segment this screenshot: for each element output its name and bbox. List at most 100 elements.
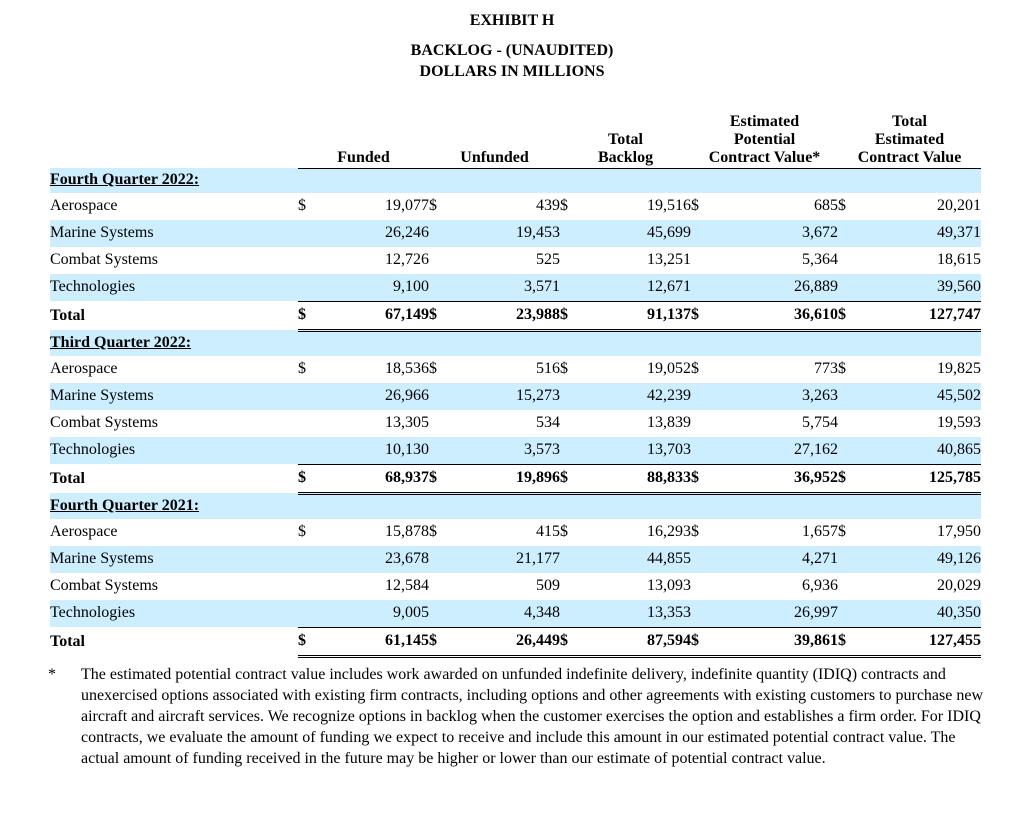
cell-total-estimated: 20,029 [937, 577, 982, 594]
currency-symbol: $ [560, 463, 591, 495]
row-label: Marine Systems [50, 219, 298, 247]
currency-symbol [838, 410, 868, 437]
currency-symbol [560, 247, 590, 274]
cell-unfunded: 19,896 [459, 463, 561, 495]
cell-funded: 12,584 [385, 577, 429, 594]
currency-symbol: $ [429, 360, 437, 377]
row-label: Combat Systems [50, 251, 159, 268]
header-blank [50, 111, 298, 168]
currency-symbol: $ [838, 197, 847, 214]
section-header-filler [298, 168, 982, 193]
backlog-table-body: Fourth Quarter 2022: Aerospace $19,077 $439… [50, 168, 982, 658]
exhibit-label: EXHIBIT H [469, 12, 555, 29]
row-label: Technologies [50, 436, 298, 464]
currency-symbol [429, 573, 459, 600]
section-header-row: Fourth Quarter 2022: [50, 168, 982, 193]
currency-symbol: $ [298, 300, 328, 332]
currency-symbol [560, 273, 591, 301]
cell-unfunded: 415 [536, 523, 561, 540]
cell-funded: 19,077 [385, 197, 429, 214]
cell-total-backlog: 42,239 [590, 382, 692, 410]
cell-funded: 26,966 [328, 382, 429, 410]
cell-funded: 67,149 [328, 300, 429, 332]
total-row: Total $61,145 $26,449 $87,594 $39,861 $127,45… [50, 626, 982, 658]
row-label: Marine Systems [50, 382, 298, 410]
col-header-total-estimated: Total Estimated Contract Value [838, 111, 982, 169]
cell-total-estimated: 40,350 [868, 599, 982, 627]
currency-symbol: $ [429, 300, 459, 332]
section-title: Fourth Quarter 2022: [50, 168, 298, 193]
cell-unfunded: 21,177 [459, 545, 561, 573]
cell-unfunded: 15,273 [459, 382, 561, 410]
currency-symbol [298, 247, 328, 274]
col-header-funded: Funded [298, 111, 429, 169]
currency-symbol [298, 599, 328, 627]
cell-total-estimated: 127,747 [868, 300, 982, 332]
currency-symbol [429, 382, 459, 410]
currency-symbol [691, 410, 721, 437]
cell-unfunded: 4,348 [459, 599, 561, 627]
currency-symbol: $ [691, 360, 700, 377]
cell-funded: 9,005 [328, 599, 429, 627]
col-header-estimated-potential: Estimated Potential Contract Value* [691, 111, 839, 169]
currency-symbol: $ [298, 463, 328, 495]
cell-unfunded: 534 [536, 414, 561, 431]
cell-total-estimated: 49,371 [868, 219, 982, 247]
cell-total-estimated: 127,455 [868, 626, 982, 658]
backlog-table: Funded Unfunded Total Backlog Estimated Po… [50, 111, 982, 658]
cell-estimated-potential: 5,364 [802, 251, 839, 268]
currency-symbol [560, 382, 591, 410]
cell-estimated-potential: 1,657 [802, 523, 839, 540]
cell-total-backlog: 19,516 [647, 197, 692, 214]
currency-symbol: $ [691, 626, 722, 658]
document-title: BACKLOG - (UNAUDITED) [410, 42, 614, 59]
cell-estimated-potential: 5,754 [802, 414, 839, 431]
currency-symbol [691, 545, 722, 573]
cell-total-backlog: 13,839 [647, 414, 692, 431]
currency-symbol: $ [429, 523, 437, 540]
currency-symbol [298, 573, 328, 600]
currency-symbol: $ [560, 300, 591, 332]
cell-unfunded: 26,449 [459, 626, 561, 658]
cell-estimated-potential: 36,952 [721, 463, 839, 495]
cell-estimated-potential: 27,162 [721, 436, 839, 464]
cell-funded: 15,878 [385, 523, 429, 540]
currency-symbol [691, 247, 721, 274]
cell-funded: 12,726 [385, 251, 429, 268]
cell-total-backlog: 13,703 [590, 436, 692, 464]
cell-estimated-potential: 26,889 [721, 273, 839, 301]
section-header-row: Third Quarter 2022: [50, 330, 982, 356]
currency-symbol: $ [691, 300, 722, 332]
cell-total-backlog: 87,594 [590, 626, 692, 658]
currency-symbol [560, 573, 590, 600]
table-row: Aerospace $19,077 $439 $19,516 $685 $20,201 [50, 193, 981, 220]
table-row: Combat Systems 13,305 534 13,839 5,754 19,593 [50, 410, 981, 437]
currency-symbol: $ [838, 626, 869, 658]
total-row: Total $67,149 $23,988 $91,137 $36,610 $127,74… [50, 300, 982, 332]
currency-symbol [838, 599, 869, 627]
currency-symbol [691, 273, 722, 301]
currency-symbol [560, 436, 591, 464]
row-label: Technologies [50, 273, 298, 301]
cell-unfunded: 439 [536, 197, 561, 214]
footnote-marker: * [48, 666, 56, 683]
table-row: Marine Systems 23,678 21,177 44,855 4,271 49,… [50, 545, 982, 573]
currency-symbol: $ [560, 360, 569, 377]
cell-total-backlog: 88,833 [590, 463, 692, 495]
table-row: Aerospace $15,878 $415 $16,293 $1,657 $17,950 [50, 519, 981, 546]
currency-symbol [429, 247, 459, 274]
currency-symbol [429, 410, 459, 437]
document-subtitle: DOLLARS IN MILLIONS [419, 63, 605, 80]
cell-funded: 68,937 [328, 463, 429, 495]
section-title: Third Quarter 2022: [50, 330, 298, 356]
table-row: Marine Systems 26,246 19,453 45,699 3,672 49,… [50, 219, 982, 247]
col-header-unfunded: Unfunded [429, 111, 561, 169]
currency-symbol [838, 382, 869, 410]
currency-symbol [838, 273, 869, 301]
cell-estimated-potential: 3,263 [721, 382, 839, 410]
cell-total-estimated: 40,865 [868, 436, 982, 464]
cell-total-backlog: 16,293 [647, 523, 692, 540]
currency-symbol: $ [560, 523, 569, 540]
col-header-total-estimated-text: Total Estimated Contract Value [857, 112, 962, 166]
cell-total-backlog: 44,855 [590, 545, 692, 573]
